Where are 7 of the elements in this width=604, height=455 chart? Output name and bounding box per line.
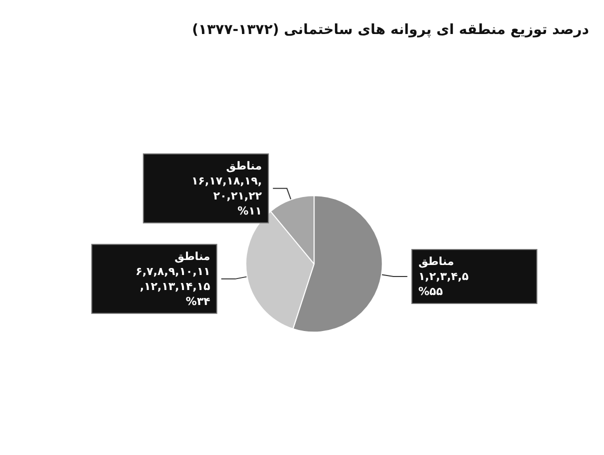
slice-label: مناطق ۱,۲,۳,۴,۵ [418, 254, 469, 283]
chart-title: درصد توزیع منطقه ای پروانه های ساختمانی (۱۳۷۲-۱۳۷۷) [192, 22, 590, 38]
data-label: %۱۱ [237, 204, 262, 218]
slice-label: مناطق ۱۶,۱۷,۱۸,۱۹,۲۰,۲۱,۲۲ [191, 159, 262, 202]
data-label: %۵۵ [418, 284, 444, 298]
slice-label: مناطق ۶,۷,۸,۹,۱۰,۱۱,۱۲,۱۳,۱۴,۱۵ [136, 250, 211, 293]
data-label: %۳۴ [186, 294, 211, 308]
